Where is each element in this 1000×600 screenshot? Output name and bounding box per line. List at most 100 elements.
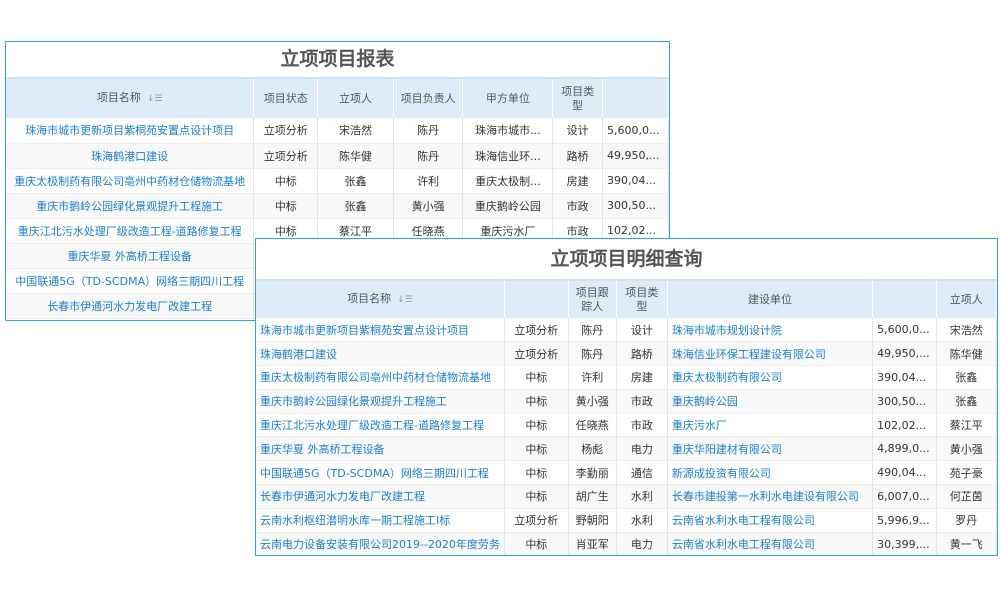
link-cell[interactable]: 重庆污水厂 <box>667 413 874 438</box>
column-header[interactable] <box>872 279 937 318</box>
table-cell: 重庆太极制... <box>462 168 554 194</box>
table-cell: 陈丹 <box>393 143 464 169</box>
link-cell[interactable]: 重庆市鹅岭公园绿化景观提升工程施工 <box>6 193 255 219</box>
detail-title: 立项项目明细查询 <box>550 248 703 270</box>
link-cell[interactable]: 重庆太极制药有限公司亳州中药材仓储物流基地 <box>6 168 255 194</box>
table-row[interactable]: 珠海鹤港口建设 立项分析 陈华健 陈丹 珠海信业环... 路桥 49,950,... <box>6 143 669 169</box>
link-cell[interactable]: 长春市建投第一水利水电建设有限公司 <box>667 484 874 509</box>
table-cell: 蔡江平 <box>936 413 997 438</box>
link-cell[interactable]: 云南电力设备安装有限公司2019--2020年度劳务 <box>256 532 505 555</box>
table-row[interactable]: 重庆太极制药有限公司亳州中药材仓储物流基地 中标 许利 房建 重庆太极制药有限公司 390… <box>256 365 997 390</box>
table-cell: 300,50... <box>602 193 669 219</box>
column-header[interactable] <box>504 279 569 318</box>
column-header[interactable]: 建设单位 <box>667 279 874 318</box>
column-header-label: 项目名称 <box>347 292 392 305</box>
table-cell: 市政 <box>616 413 668 438</box>
table-row[interactable]: 重庆江北污水处理厂级改造工程-道路修复工程 中标 任晓燕 市政 重庆污水厂 102,02.… <box>256 413 997 438</box>
table-cell: 陈丹 <box>568 341 617 367</box>
table-row[interactable]: 重庆太极制药有限公司亳州中药材仓储物流基地 中标 张鑫 许利 重庆太极制... 房建 390… <box>6 168 669 194</box>
link-cell[interactable]: 云南省水利水电工程有限公司 <box>667 508 874 533</box>
table-cell: 49,950,... <box>602 143 669 169</box>
table-cell: 野朝阳 <box>568 508 617 533</box>
link-cell[interactable]: 重庆鹅岭公园 <box>667 389 874 414</box>
link-cell[interactable]: 云南省水利水电工程有限公司 <box>667 532 874 555</box>
link-cell[interactable]: 珠海市城市更新项目紫桐苑安置点设计项目 <box>6 118 255 144</box>
table-row[interactable]: 云南水利枢纽潜明水库一期工程施工I标 立项分析 野朝阳 水利 云南省水利水电工程有限公司… <box>256 508 997 533</box>
table-row[interactable]: 珠海鹤港口建设 立项分析 陈丹 路桥 珠海信业环保工程建设有限公司 49,950,... 陈… <box>256 341 997 367</box>
table-cell: 苑子豪 <box>936 460 997 486</box>
link-cell[interactable]: 长春市伊通河水力发电厂改建工程 <box>6 293 255 319</box>
sort-icon[interactable]: ↓☰ <box>146 94 163 104</box>
table-cell: 陈华健 <box>936 341 997 367</box>
table-cell: 中标 <box>504 389 569 414</box>
table-cell: 5,600,0... <box>602 118 669 144</box>
link-cell[interactable]: 珠海信业环保工程建设有限公司 <box>667 341 874 367</box>
link-cell[interactable]: 珠海市城市更新项目紫桐苑安置点设计项目 <box>256 318 505 343</box>
report-title: 立项项目报表 <box>280 48 395 70</box>
table-cell: 6,007,0... <box>872 484 937 509</box>
column-header[interactable]: 项目跟踪人 <box>568 279 617 318</box>
table-cell: 390,04... <box>872 365 937 390</box>
column-header-label: 立项人 <box>949 292 983 306</box>
link-cell[interactable]: 中国联通5G（TD-SCDMA）网络三期四川工程 <box>6 268 255 294</box>
link-cell[interactable]: 珠海鹤港口建设 <box>6 143 255 169</box>
table-cell: 路桥 <box>616 341 668 367</box>
column-header-label: 甲方单位 <box>485 91 530 105</box>
column-header[interactable]: 项目类型 <box>552 77 604 118</box>
link-cell[interactable]: 长春市伊通河水力发电厂改建工程 <box>256 484 505 509</box>
table-cell: 陈丹 <box>393 118 464 144</box>
table-row[interactable]: 云南电力设备安装有限公司2019--2020年度劳务 中标 肖亚军 电力 云南省水利水电… <box>256 532 997 555</box>
table-cell: 任晓燕 <box>568 413 617 438</box>
column-header[interactable]: 立项人 <box>936 279 997 318</box>
link-cell[interactable]: 重庆华夏 外高桥工程设备 <box>6 243 255 269</box>
table-row[interactable]: 珠海市城市更新项目紫桐苑安置点设计项目 立项分析 宋浩然 陈丹 珠海市城市... 设计 5,… <box>6 118 669 144</box>
column-header[interactable]: 立项人 <box>317 77 394 118</box>
column-header[interactable] <box>602 77 669 118</box>
table-row[interactable]: 重庆华夏 外高桥工程设备 中标 杨彪 电力 重庆华阳建材有限公司 4,899,0... 黄小… <box>256 436 997 462</box>
table-cell: 立项分析 <box>253 143 319 169</box>
link-cell[interactable]: 中国联通5G（TD-SCDMA）网络三期四川工程 <box>256 460 505 486</box>
table-cell: 陈丹 <box>568 318 617 343</box>
table-cell: 肖亚军 <box>568 532 617 555</box>
link-cell[interactable]: 云南水利枢纽潜明水库一期工程施工I标 <box>256 508 505 533</box>
link-cell[interactable]: 珠海鹤港口建设 <box>256 341 505 367</box>
table-cell: 市政 <box>616 389 668 414</box>
table-cell: 立项分析 <box>504 341 569 367</box>
table-cell: 中标 <box>253 193 319 219</box>
sort-icon[interactable]: ↓☰ <box>397 295 413 305</box>
table-cell: 宋浩然 <box>936 318 997 343</box>
link-cell[interactable]: 重庆华夏 外高桥工程设备 <box>256 436 505 462</box>
table-cell: 30,399,... <box>872 532 937 555</box>
column-header-label: 项目名称 <box>96 91 141 104</box>
table-cell: 宋浩然 <box>317 118 394 144</box>
table-cell: 设计 <box>552 118 604 144</box>
table-row[interactable]: 珠海市城市更新项目紫桐苑安置点设计项目 立项分析 陈丹 设计 珠海市城市规划设计院 5,6… <box>256 318 997 343</box>
table-cell: 中标 <box>504 484 569 509</box>
table-row[interactable]: 重庆市鹅岭公园绿化景观提升工程施工 中标 黄小强 市政 重庆鹅岭公园 300,50... 张… <box>256 389 997 414</box>
table-row[interactable]: 重庆市鹅岭公园绿化景观提升工程施工 中标 张鑫 黄小强 重庆鹅岭公园 市政 300,50..… <box>6 193 669 219</box>
table-row[interactable]: 长春市伊通河水力发电厂改建工程 中标 胡广生 水利 长春市建投第一水利水电建设有限公司 6… <box>256 484 997 509</box>
link-cell[interactable]: 重庆华阳建材有限公司 <box>667 436 874 462</box>
table-cell: 390,04... <box>602 168 669 194</box>
link-cell[interactable]: 重庆太极制药有限公司 <box>667 365 874 390</box>
link-cell[interactable]: 重庆市鹅岭公园绿化景观提升工程施工 <box>256 389 505 414</box>
table-cell: 张鑫 <box>317 168 394 194</box>
link-cell[interactable]: 珠海市城市规划设计院 <box>667 318 874 343</box>
table-cell: 水利 <box>616 484 668 509</box>
column-header-label: 项目类型 <box>561 84 595 112</box>
table-cell: 市政 <box>552 193 604 219</box>
table-cell: 中标 <box>504 460 569 486</box>
link-cell[interactable]: 新源成投资有限公司 <box>667 460 874 486</box>
table-cell: 通信 <box>616 460 668 486</box>
column-header[interactable]: 项目名称 ↓☰ <box>256 279 505 318</box>
column-header-label: 项目负责人 <box>400 91 456 105</box>
link-cell[interactable]: 重庆江北污水处理厂级改造工程-道路修复工程 <box>6 218 255 244</box>
link-cell[interactable]: 重庆太极制药有限公司亳州中药材仓储物流基地 <box>256 365 505 390</box>
table-row[interactable]: 中国联通5G（TD-SCDMA）网络三期四川工程 中标 李勤丽 通信 新源成投资有限公司… <box>256 460 997 486</box>
column-header[interactable]: 项目负责人 <box>393 77 464 118</box>
column-header[interactable]: 项目状态 <box>253 77 319 118</box>
link-cell[interactable]: 重庆江北污水处理厂级改造工程-道路修复工程 <box>256 413 505 438</box>
column-header[interactable]: 项目名称 ↓☰ <box>6 77 255 118</box>
column-header[interactable]: 项目类型 <box>616 279 668 318</box>
column-header[interactable]: 甲方单位 <box>462 77 554 118</box>
